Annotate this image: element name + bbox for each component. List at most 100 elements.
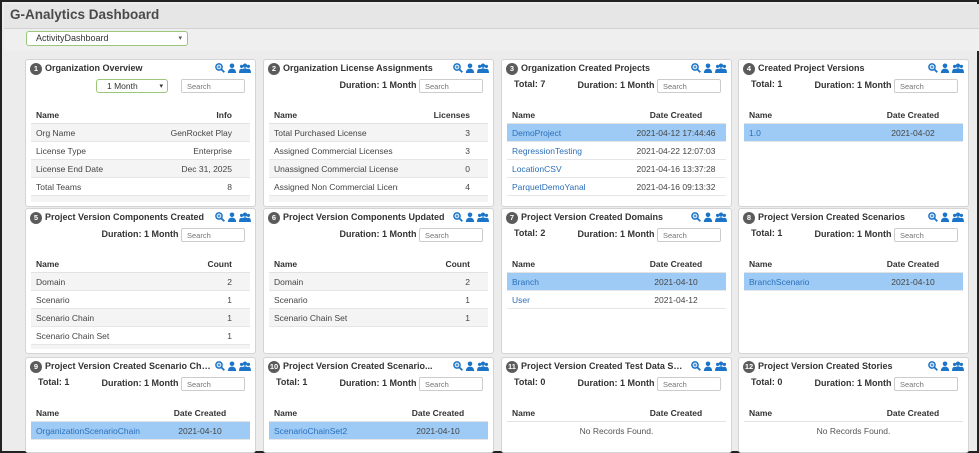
zoom-in-icon[interactable] [215,63,225,73]
users-icon[interactable] [715,63,727,73]
table-row[interactable]: Scenario Chain 1 [31,309,250,327]
row-value: 1 [227,294,232,305]
users-icon[interactable] [239,63,251,73]
table-row[interactable]: Total Teams 8 [31,178,250,196]
users-icon[interactable] [952,212,964,222]
table-row[interactable]: Scenario 1 [269,291,488,309]
zoom-in-icon[interactable] [928,361,938,371]
table-row[interactable]: License End Date Dec 31, 2025 [31,160,250,178]
row-link[interactable]: LocationCSV [512,163,562,174]
row-link[interactable]: OrganizationScenarioChain [36,425,140,436]
search-input[interactable] [657,377,721,391]
table-row[interactable]: Domain 2 [269,273,488,291]
row-link[interactable]: 1.0 [749,127,761,138]
table-row[interactable]: Scenario 1 [31,291,250,309]
table-row[interactable]: Branch 2021-04-10 [507,273,726,291]
user-icon[interactable] [703,212,713,222]
users-icon[interactable] [477,361,489,371]
search-input[interactable] [657,228,721,242]
user-icon[interactable] [227,361,237,371]
table-row[interactable]: 1.0 2021-04-02 [744,124,963,142]
user-icon[interactable] [465,361,475,371]
user-icon[interactable] [940,63,950,73]
row-link[interactable]: RegressionTesting [512,145,582,156]
search-input[interactable] [419,228,483,242]
table-row[interactable]: RegressionTesting 2021-04-22 12:07:03 [507,142,726,160]
table-row[interactable]: Total Org Admins2 [31,196,250,202]
row-value: 8 [227,181,232,192]
row-link[interactable]: Ticket18339 [507,200,626,203]
zoom-in-icon[interactable] [928,63,938,73]
user-icon[interactable] [703,63,713,73]
table-row[interactable]: User 2021-04-12 [507,291,726,309]
row-link[interactable]: ParquetDemoYanal [512,181,586,192]
user-icon[interactable] [465,212,475,222]
table-row[interactable]: BranchScenario 2021-04-10 [744,273,963,291]
zoom-in-icon[interactable] [215,212,225,222]
dashboard-select[interactable]: ActivityDashboard ▾ [26,31,188,46]
zoom-in-icon[interactable] [453,63,463,73]
user-icon[interactable] [703,361,713,371]
search-input[interactable] [894,228,958,242]
table-row[interactable]: Test Data Suite0 [31,345,250,349]
row-link[interactable]: Branch [512,276,539,287]
user-icon[interactable] [940,212,950,222]
users-icon[interactable] [715,212,727,222]
zoom-in-icon[interactable] [453,361,463,371]
zoom-in-icon[interactable] [215,361,225,371]
panel-header: 4 Created Project Versions [739,60,968,76]
month-select[interactable]: 1 Month ▾ [96,79,168,93]
row-link[interactable]: ScenarioChainSet2 [274,425,348,436]
table-row[interactable]: OrganizationScenarioChain 2021-04-10 [31,422,250,440]
user-icon[interactable] [227,63,237,73]
table-row[interactable]: LocationCSV 2021-04-16 13:37:28 [507,160,726,178]
row-value: 1 [227,312,232,323]
search-input[interactable] [657,79,721,93]
row-link[interactable]: BranchScenario [749,276,810,287]
table-row[interactable]: ScenarioChainSet2 2021-04-10 [269,422,488,440]
search-input[interactable] [419,377,483,391]
panel-number-badge: 5 [30,212,42,224]
users-icon[interactable] [239,212,251,222]
row-name: Test Data Suite [31,349,160,350]
user-icon[interactable] [940,361,950,371]
table-row[interactable]: Unassigned Non Commercial Licenses1 [269,196,488,202]
table-row[interactable]: DemoProject 2021-04-12 17:44:46 [507,124,726,142]
users-icon[interactable] [715,361,727,371]
users-icon[interactable] [952,361,964,371]
table-row[interactable]: License Type Enterprise [31,142,250,160]
table-row[interactable]: ParquetDemoYanal 2021-04-16 09:13:32 [507,178,726,196]
search-input[interactable] [894,79,958,93]
user-icon[interactable] [227,212,237,222]
row-link[interactable]: User [512,294,530,305]
table-row[interactable]: Scenario Chain Set 1 [31,327,250,345]
row-value: Enterprise [193,145,232,156]
users-icon[interactable] [239,361,251,371]
search-input[interactable] [181,79,245,93]
row-link[interactable]: DemoProject [512,127,562,138]
zoom-in-icon[interactable] [691,212,701,222]
users-icon[interactable] [477,63,489,73]
table-row[interactable]: Org Name GenRocket Play [31,124,250,142]
table-row[interactable]: Assigned Commercial Licenses 3 [269,142,488,160]
search-input[interactable] [181,228,245,242]
panel-number-badge: 10 [268,361,280,373]
user-icon[interactable] [465,63,475,73]
table-row[interactable]: Assigned Non Commercial Licenses 4 [269,178,488,196]
users-icon[interactable] [952,63,964,73]
table-row[interactable]: Scenario Chain Set 1 [269,309,488,327]
zoom-in-icon[interactable] [928,212,938,222]
users-icon[interactable] [477,212,489,222]
table-row[interactable]: Total Purchased License 3 [269,124,488,142]
zoom-in-icon[interactable] [691,63,701,73]
zoom-in-icon[interactable] [691,361,701,371]
search-input[interactable] [894,377,958,391]
search-input[interactable] [181,377,245,391]
search-input[interactable] [419,79,483,93]
column-header: Count [207,258,232,269]
zoom-in-icon[interactable] [453,212,463,222]
table-row[interactable]: Ticket183392021-04-20 14:47:10 [507,196,726,203]
table-body: DemoProject 2021-04-12 17:44:46 Regression… [507,124,726,202]
table-row[interactable]: Domain 2 [31,273,250,291]
table-row[interactable]: Unassigned Commercial Licenses 0 [269,160,488,178]
